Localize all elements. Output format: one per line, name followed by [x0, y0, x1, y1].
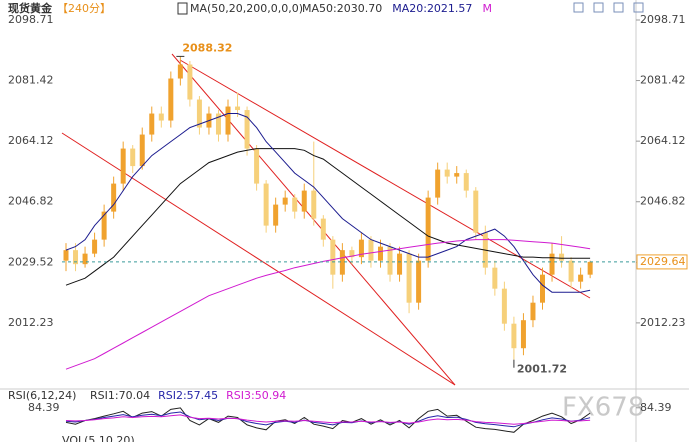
rsi-title: RSI(6,12,24) — [8, 389, 76, 402]
candle-body — [454, 173, 460, 177]
candle-body — [254, 148, 260, 184]
rsi-legend: RSI1:70.04 — [90, 389, 150, 402]
candle-body — [397, 253, 403, 275]
ma-line — [65, 148, 591, 286]
candle-body — [215, 113, 221, 135]
candle-body — [520, 320, 526, 349]
candle-body — [130, 148, 136, 167]
candle-body — [559, 253, 565, 261]
candle-body — [120, 148, 126, 184]
candle-body — [244, 110, 250, 149]
candle-body — [82, 253, 88, 265]
candle-body — [196, 99, 202, 128]
candle-body — [444, 169, 450, 177]
candle-body — [73, 250, 79, 265]
candle-body — [387, 246, 393, 275]
candle-body — [501, 288, 507, 324]
tool-icon[interactable] — [593, 2, 604, 13]
rsi-tick-label: 84.39 — [28, 401, 60, 414]
y-tick-label: 2064.12 — [640, 134, 686, 147]
y-tick-label: 2098.71 — [8, 13, 54, 26]
candle-body — [473, 190, 479, 233]
legend-entry: MA50:2030.70 — [302, 2, 382, 15]
indicator: MA(50,20,200,0,0,0) — [190, 2, 303, 15]
ma-line — [65, 113, 591, 293]
toolbar — [573, 2, 644, 13]
candle-body — [301, 190, 307, 212]
candle-body — [320, 218, 326, 240]
candle-body — [377, 246, 383, 261]
y-tick-label: 2081.42 — [8, 74, 54, 87]
candle-body — [235, 106, 241, 111]
candle-body — [187, 64, 193, 100]
candle-body — [568, 260, 574, 282]
candle-body — [406, 253, 412, 303]
y-tick-label: 2081.42 — [640, 74, 686, 87]
candle-body — [263, 183, 269, 226]
candle-body — [292, 197, 298, 212]
tool-icon[interactable] — [633, 2, 644, 13]
rsi-legend: RSI3:50.94 — [226, 389, 286, 402]
candle-body — [540, 274, 545, 303]
candle-body — [511, 323, 517, 349]
candle-body — [111, 183, 117, 212]
candle-body — [578, 274, 584, 282]
candle-body — [416, 260, 422, 303]
volume-title: VOL(5,10,20) — [62, 434, 135, 442]
candle-body — [225, 106, 231, 135]
candle-body — [63, 250, 69, 261]
price-label: 2029.64 — [640, 255, 686, 268]
y-tick-label: 2098.71 — [640, 13, 686, 26]
legend-entry: M — [482, 2, 492, 15]
tool-icon[interactable] — [573, 2, 584, 13]
legend-entry: MA20:2021.57 — [392, 2, 472, 15]
candle-body — [435, 169, 441, 198]
candle-body — [463, 173, 469, 191]
y-tick-label: 2046.82 — [640, 195, 686, 208]
rsi-line — [65, 414, 591, 425]
candle-body — [492, 267, 498, 289]
candle-body — [349, 250, 355, 258]
candle-body — [425, 197, 431, 261]
candle-body — [273, 204, 279, 226]
y-tick-label: 2046.82 — [8, 195, 54, 208]
candle-body — [101, 211, 107, 240]
candle-body — [139, 134, 145, 167]
trend-line — [61, 132, 456, 386]
candle-body — [177, 64, 183, 79]
candle-body — [530, 302, 536, 321]
y-tick-label: 2012.23 — [8, 316, 54, 329]
low-label: 2001.72 — [517, 363, 567, 376]
y-tick-label: 2012.23 — [640, 316, 686, 329]
y-tick-label: 2029.52 — [8, 255, 54, 268]
candle-body — [168, 78, 174, 121]
candle-body — [368, 239, 374, 261]
watermark: FX678 — [562, 393, 644, 423]
candle-body — [339, 250, 345, 275]
candle-body — [587, 261, 593, 275]
rsi-line — [65, 411, 591, 428]
rsi-line — [65, 407, 591, 433]
candle-body — [282, 197, 288, 205]
candle-body — [549, 253, 555, 275]
rsi-legend: RSI2:57.45 — [158, 389, 218, 402]
price-box — [636, 254, 688, 270]
rsi-tick-label: 84.39 — [640, 401, 672, 414]
icon[interactable] — [177, 2, 188, 15]
candle-body — [158, 113, 164, 121]
candle-body — [149, 113, 155, 135]
y-tick-label: 2064.12 — [8, 134, 54, 147]
chart-title: 现货黄金 — [8, 1, 53, 15]
candle-body — [92, 239, 98, 254]
high-label: 2088.32 — [182, 41, 232, 54]
period: 【240分】 — [57, 2, 111, 15]
tool-icon[interactable] — [613, 2, 624, 13]
ma-line — [65, 239, 591, 370]
candle-body — [330, 239, 336, 275]
candle-body — [311, 190, 317, 219]
candle-body — [358, 239, 364, 258]
